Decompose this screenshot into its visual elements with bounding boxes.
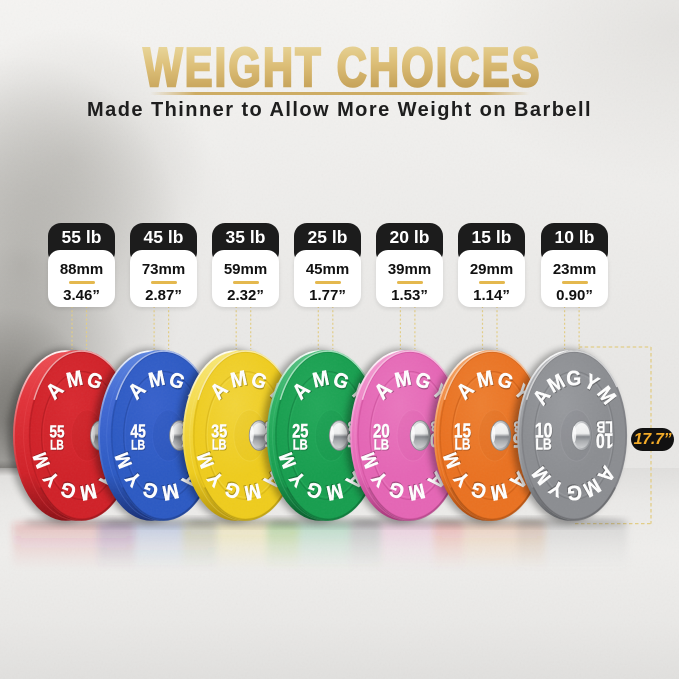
svg-text:LB: LB — [596, 417, 612, 435]
svg-text:LB: LB — [131, 437, 145, 453]
svg-text:G: G — [567, 480, 582, 503]
svg-text:WEIGHT CHOICES: WEIGHT CHOICES — [143, 37, 541, 98]
svg-text:G: G — [566, 367, 581, 390]
svg-text:LB: LB — [535, 436, 551, 454]
svg-text:LB: LB — [50, 437, 64, 453]
